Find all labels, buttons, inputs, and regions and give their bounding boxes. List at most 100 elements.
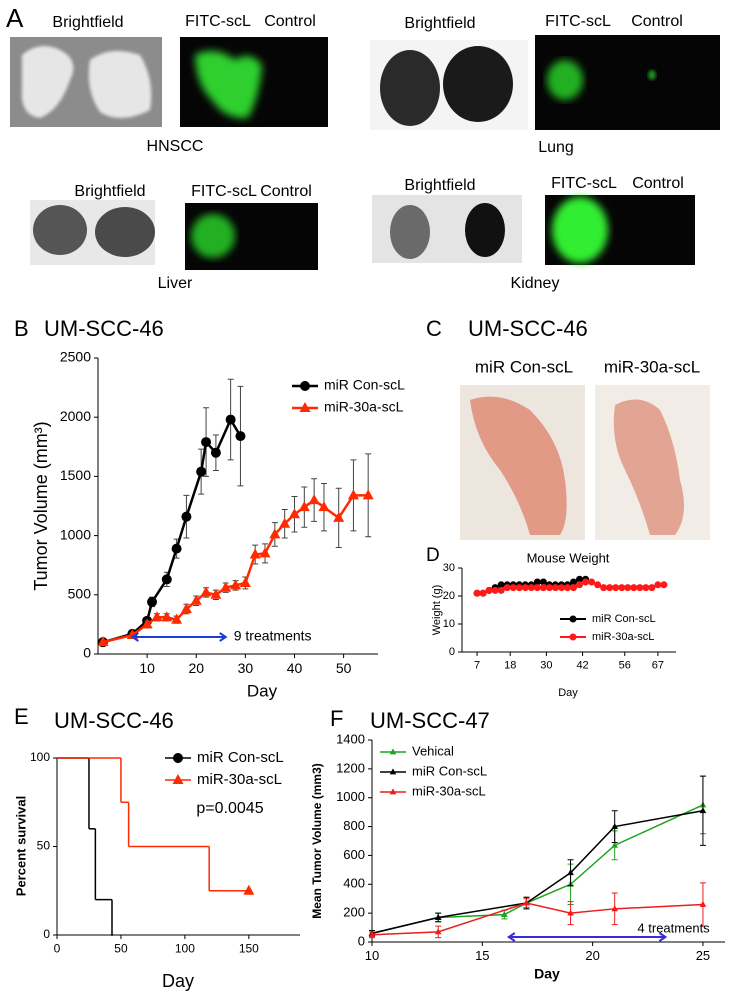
photo-label: miR-30a-scL [604, 357, 700, 376]
marker [180, 603, 192, 614]
series-line [371, 809, 704, 935]
marker [497, 586, 505, 594]
panel-a-images [10, 35, 720, 270]
y-tick-label: 1400 [336, 731, 365, 746]
marker [171, 543, 182, 554]
x-tick-label: 10 [139, 660, 155, 676]
marker [582, 578, 590, 586]
chart-title: UM-SCC-47 [370, 708, 490, 733]
x-tick-label: 10 [365, 948, 379, 963]
tissue [95, 207, 155, 257]
y-axis-label: Mean Tumor Volume (mm3) [310, 763, 324, 919]
image-label: Brightfield [52, 14, 123, 31]
legend-label: miR-30a-scL [324, 399, 404, 415]
x-tick-label: 50 [336, 660, 352, 676]
x-tick-label: 150 [239, 941, 259, 955]
y-tick-label: 200 [343, 905, 365, 920]
marker [161, 574, 172, 585]
marker [97, 636, 109, 647]
marker [288, 508, 300, 519]
legend-marker [173, 753, 183, 763]
y-tick-label: 1200 [336, 760, 365, 775]
image-label: Brightfield [74, 183, 145, 200]
marker [570, 584, 578, 592]
x-tick-label: 50 [114, 941, 128, 955]
marker [642, 584, 650, 592]
x-tick-label: 25 [696, 948, 710, 963]
tissue [465, 203, 505, 257]
mouse [470, 396, 567, 535]
marker [200, 586, 212, 597]
marker [318, 501, 330, 512]
x-tick-label: 18 [504, 660, 516, 672]
treatment-arrow [130, 632, 228, 642]
annotation: p=0.0045 [196, 800, 263, 817]
marker [269, 528, 281, 539]
marker [551, 584, 559, 592]
marker [654, 581, 662, 589]
marker [141, 618, 153, 629]
fluorescence-signal [191, 214, 235, 258]
legend-marker [389, 748, 397, 755]
marker [527, 584, 535, 592]
marker [533, 578, 541, 586]
tissue [390, 205, 430, 259]
y-tick-label: 0 [43, 927, 50, 941]
marker [567, 909, 574, 916]
legend-marker [389, 788, 397, 795]
y-tick-label: 1000 [60, 526, 91, 542]
y-tick-label: 2000 [60, 408, 91, 424]
fluorescence-signal [648, 70, 656, 80]
y-tick-label: 0 [449, 646, 455, 658]
marker [648, 584, 656, 592]
legend-marker [569, 633, 577, 641]
marker [362, 489, 374, 500]
mouse [613, 399, 684, 535]
panel-letter: E [14, 704, 29, 729]
marker [501, 910, 508, 917]
marker [347, 489, 359, 500]
y-tick-label: 0 [83, 645, 91, 661]
marker [368, 931, 376, 938]
y-tick-label: 50 [37, 839, 51, 853]
image-label: Control [632, 175, 684, 192]
legend-label: miR-30a-scL [197, 771, 282, 788]
y-axis-label: Tumor Volume (mm³) [31, 421, 51, 590]
image-label: FITC-scL [185, 13, 251, 30]
fluorescence-signal [195, 51, 262, 119]
marker [539, 578, 547, 586]
legend-label: miR Con-scL [197, 749, 284, 766]
marker [660, 581, 668, 589]
y-axis-label: Percent survival [13, 796, 28, 896]
marker [567, 869, 574, 876]
panel-letter: F [330, 706, 343, 731]
x-tick-label: 30 [238, 660, 254, 676]
image-label: FITC-scL [551, 175, 617, 192]
x-tick-label: 100 [175, 941, 195, 955]
x-tick-label: 40 [287, 660, 303, 676]
legend-label: Vehical [412, 743, 454, 758]
marker [521, 584, 529, 592]
marker [473, 589, 481, 597]
tissue-name: Kidney [511, 275, 560, 292]
marker [600, 584, 608, 592]
marker [611, 841, 618, 848]
panel-title: UM-SCC-46 [468, 316, 588, 341]
marker [606, 584, 614, 592]
photo-label: miR Con-scL [475, 357, 573, 376]
marker [497, 581, 505, 589]
x-tick-label: 20 [188, 660, 204, 676]
y-tick-label: 0 [358, 933, 365, 948]
annotation: 9 treatments [234, 628, 312, 644]
marker [612, 584, 620, 592]
x-tick-label: 67 [652, 660, 664, 672]
marker [699, 807, 707, 814]
y-tick-label: 1000 [336, 789, 365, 804]
tissue-name: Liver [158, 275, 193, 292]
x-tick-label: 0 [54, 941, 61, 955]
marker [210, 447, 221, 458]
marker [557, 584, 565, 592]
marker [243, 884, 255, 895]
marker [171, 613, 183, 624]
